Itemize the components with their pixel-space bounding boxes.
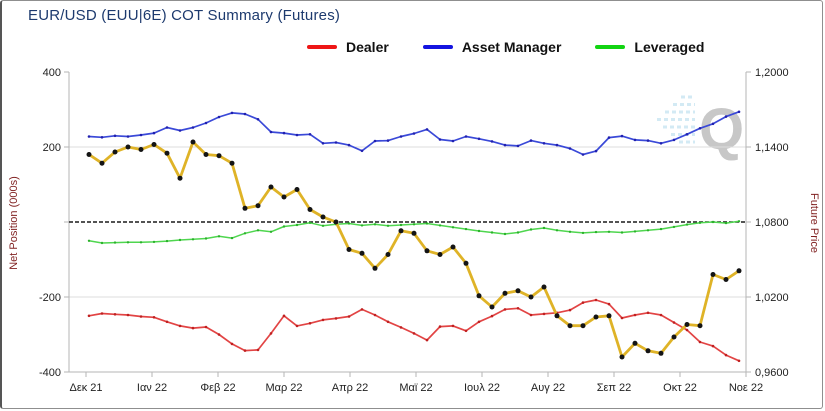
svg-text:400: 400 [43, 67, 61, 79]
svg-text:Οκτ 22: Οκτ 22 [663, 382, 697, 394]
svg-text:Φεβ 22: Φεβ 22 [200, 382, 235, 394]
dealer-line-swatch-icon [307, 45, 337, 49]
series-leveraged [87, 220, 741, 245]
left-axis-tick-labels: 400 200 -200 -400 [39, 67, 69, 379]
svg-text:Αυγ 22: Αυγ 22 [531, 382, 565, 394]
svg-text:1,0800: 1,0800 [755, 217, 789, 229]
svg-text:Μαρ 22: Μαρ 22 [265, 382, 302, 394]
svg-text:Απρ 22: Απρ 22 [332, 382, 368, 394]
svg-text:0,9600: 0,9600 [755, 367, 789, 379]
legend-label-dealer: Dealer [346, 39, 389, 55]
svg-text:-200: -200 [39, 292, 61, 304]
svg-text:Q: Q [699, 97, 744, 162]
svg-text:1,1400: 1,1400 [755, 142, 789, 154]
legend-label-asset-manager: Asset Manager [461, 39, 562, 55]
series-asset-manager [87, 110, 741, 156]
svg-text:Ιουλ 22: Ιουλ 22 [464, 382, 500, 394]
svg-text:Μαϊ 22: Μαϊ 22 [399, 382, 432, 394]
svg-text:Νοε 22: Νοε 22 [729, 382, 763, 394]
series-dealer [87, 298, 741, 363]
legend-item-leveraged[interactable]: Leveraged [595, 39, 704, 55]
svg-text:Σεπ 22: Σεπ 22 [597, 382, 632, 394]
leveraged-line-swatch-icon [595, 45, 626, 49]
svg-text:200: 200 [43, 142, 61, 154]
x-axis-tick-labels: Δεκ 21 Ιαν 22 Φεβ 22 Μαρ 22 Απρ 22 Μαϊ 22 Ιουλ… [69, 372, 763, 394]
svg-text:Δεκ 21: Δεκ 21 [69, 382, 102, 394]
svg-text:Ιαν 22: Ιαν 22 [137, 382, 167, 394]
right-axis-tick-labels: 1,2000 1,1400 1,0800 1,0200 0,9600 [746, 67, 789, 379]
svg-text:1,0200: 1,0200 [755, 292, 789, 304]
watermark-q-logo: Q [657, 95, 744, 162]
legend-item-dealer[interactable]: Dealer [307, 39, 389, 55]
series-future-price [86, 139, 742, 360]
asset-manager-line-swatch-icon [422, 45, 453, 49]
legend-item-asset-manager[interactable]: Asset Manager [422, 39, 562, 55]
svg-text:1,2000: 1,2000 [755, 67, 789, 79]
chart-legend: Dealer Asset Manager Leveraged [307, 39, 704, 55]
legend-label-leveraged: Leveraged [634, 39, 705, 55]
chart-title: EUR/USD (EUU|6E) COT Summary (Futures) [28, 7, 341, 24]
svg-text:-400: -400 [39, 367, 61, 379]
